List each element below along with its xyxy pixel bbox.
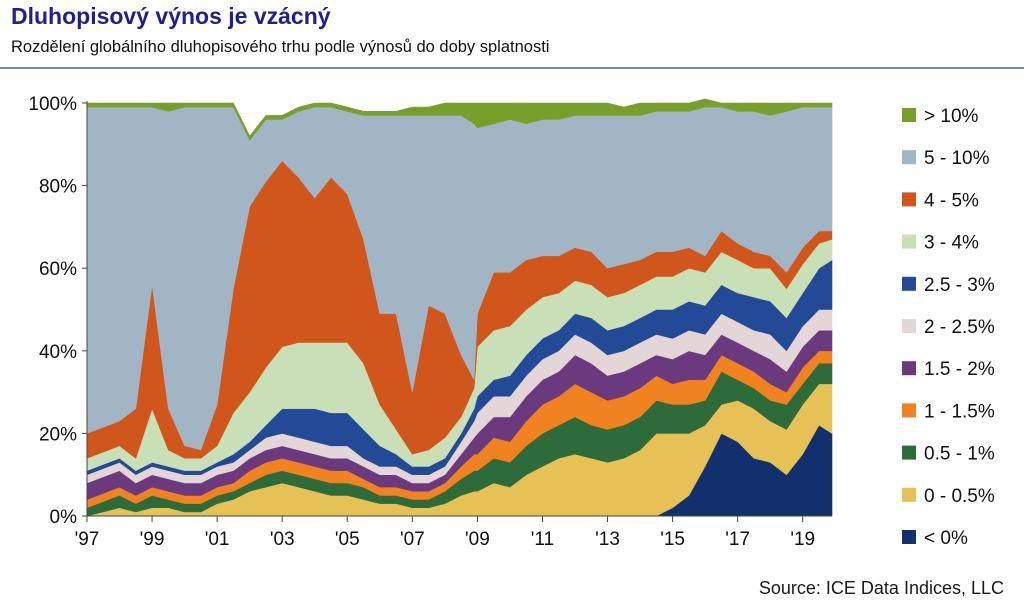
legend-label: 1.5 - 2% <box>924 359 995 380</box>
y-tick-label: 20% <box>39 424 77 445</box>
axes: 0% 20% 40% 60% 80% 100% '97 '99 '01 '03 '05 '07 '09 '… <box>28 94 832 550</box>
legend-swatch <box>902 361 916 376</box>
legend-swatch <box>902 319 916 333</box>
legend-label: > 10% <box>924 106 979 127</box>
chart-title: Dluhopisový výnos je vzácný <box>11 3 331 29</box>
x-tick-label: '03 <box>270 529 295 550</box>
x-tick-label: '09 <box>465 529 490 550</box>
y-tick-label: 100% <box>28 94 77 115</box>
legend-label: 5 - 10% <box>924 148 990 169</box>
x-tick-label: '11 <box>531 529 554 550</box>
legend-label: 3 - 4% <box>924 233 979 254</box>
x-tick-label: '99 <box>140 529 165 550</box>
x-tick-label: '13 <box>595 529 620 550</box>
x-tick-label: '07 <box>400 529 425 550</box>
legend-swatch <box>902 276 916 291</box>
area-band-11-10 <box>86 98 833 141</box>
y-tick-label: 80% <box>39 177 77 198</box>
x-tick-label: '97 <box>75 529 100 550</box>
stacked-area-chart: 0% 20% 40% 60% 80% 100% '97 '99 '01 '03 '05 '07 '09 '… <box>28 94 995 550</box>
legend-label: 0.5 - 1% <box>924 444 995 465</box>
legend-label: 2.5 - 3% <box>924 275 995 296</box>
x-tick-label: '05 <box>335 529 360 550</box>
source-note: Source: ICE Data Indices, LLC <box>758 578 1004 598</box>
legend-swatch <box>902 530 916 544</box>
plot-area <box>86 98 833 517</box>
x-tick-label: '01 <box>205 529 230 550</box>
legend-swatch <box>902 192 916 207</box>
y-tick-label: 0% <box>50 507 78 528</box>
legend-swatch <box>902 150 916 165</box>
chart-subtitle: Rozdělení globálního dluhopisového trhu … <box>11 38 550 56</box>
x-tick-label: '19 <box>790 529 815 550</box>
x-tick-label: '17 <box>725 529 750 550</box>
legend-label: 0 - 0.5% <box>924 486 995 507</box>
legend-swatch <box>902 403 916 418</box>
legend-swatch <box>902 234 916 249</box>
legend-swatch <box>902 487 916 502</box>
legend: > 10% 5 - 10% 4 - 5% 3 - 4% 2.5 - 3% 2 - 2.5%… <box>902 106 995 549</box>
x-tick-label: '15 <box>660 529 685 550</box>
legend-swatch <box>902 108 916 122</box>
legend-swatch <box>902 445 916 460</box>
legend-label: 2 - 2.5% <box>924 317 995 338</box>
legend-label: 1 - 1.5% <box>924 401 995 422</box>
y-tick-label: 40% <box>39 342 77 363</box>
legend-label: < 0% <box>924 528 968 549</box>
y-tick-label: 60% <box>39 259 77 280</box>
header-divider <box>0 67 1024 69</box>
legend-label: 4 - 5% <box>924 190 979 211</box>
